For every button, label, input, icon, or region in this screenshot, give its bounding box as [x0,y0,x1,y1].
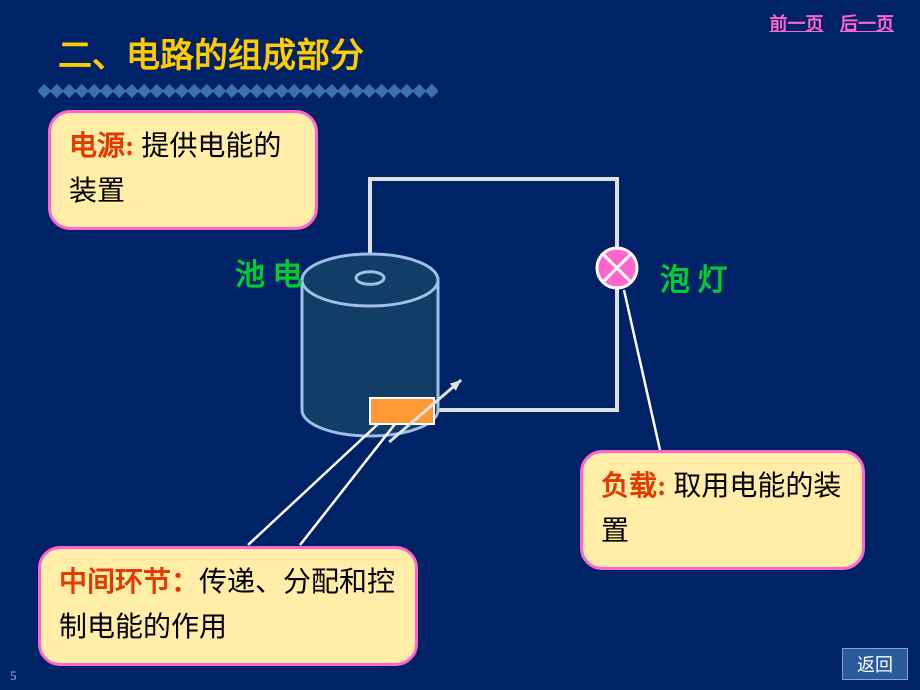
callout-load-term: 负载: [601,471,666,502]
page-number: 5 [10,668,17,684]
battery-label: 池 电 [235,250,303,294]
nav-links: 前一页 后一页 [764,10,901,36]
prev-page-link[interactable]: 前一页 [770,14,824,34]
section-title: 二、电路的组成部分 [58,28,364,77]
bulb-label: 泡 灯 [660,255,728,299]
callout-source-term: 电源: [69,131,134,162]
callout-source: 电源: 提供电能的装置 [48,110,318,230]
callout-load: 负载: 取用电能的装置 [580,450,865,570]
back-button[interactable]: 返回 [842,648,908,680]
callout-middle-term: 中间环节： [59,567,199,598]
slide: 前一页 后一页 二、电路的组成部分 电源: 提供电能的装置 负载: 取用电能的装… [0,0,920,690]
decor-diamond-line [38,82,438,100]
callout-middle: 中间环节：传递、分配和控制电能的作用 [38,546,418,666]
next-page-link[interactable]: 后一页 [840,14,894,34]
